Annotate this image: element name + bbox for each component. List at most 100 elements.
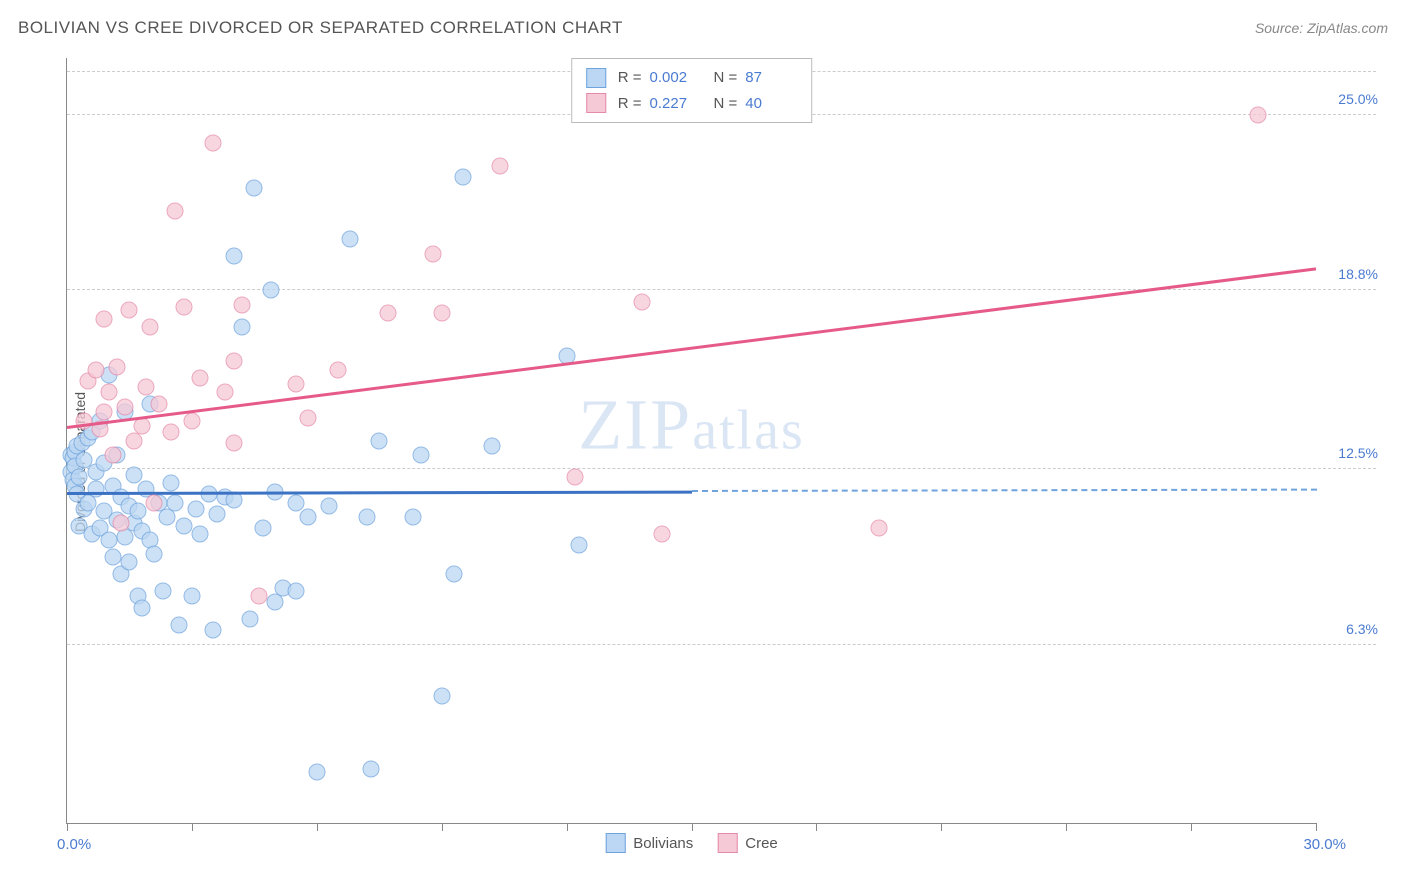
data-point [142,319,159,336]
chart-title: BOLIVIAN VS CREE DIVORCED OR SEPARATED C… [18,18,623,38]
legend-item: Cree [717,833,778,853]
data-point [246,180,263,197]
data-point [287,494,304,511]
data-point [88,361,105,378]
gridline [67,468,1376,469]
data-point [129,503,146,520]
data-point [192,526,209,543]
data-point [154,582,171,599]
x-tick [192,823,193,831]
data-point [183,412,200,429]
data-point [233,296,250,313]
x-axis-min-label: 0.0% [57,836,91,853]
data-point [121,554,138,571]
data-point [208,506,225,523]
data-point [113,514,130,531]
data-point [483,438,500,455]
chart-container: Divorced or Separated ZIPatlas R =0.002N… [18,50,1388,874]
x-tick [941,823,942,831]
data-point [242,611,259,628]
data-point [171,616,188,633]
legend-r-value: 0.227 [650,91,702,117]
legend-n-value: 40 [745,91,797,117]
data-point [150,395,167,412]
data-point [146,545,163,562]
legend-swatch [586,93,606,113]
data-point [225,248,242,265]
data-point [133,599,150,616]
data-point [329,361,346,378]
data-point [362,761,379,778]
plot-area: ZIPatlas R =0.002N =87R =0.227N =40 0.0%… [66,58,1316,824]
data-point [175,517,192,534]
trend-line [67,490,692,494]
data-point [358,509,375,526]
data-point [433,305,450,322]
legend-n-label: N = [714,65,738,91]
data-point [287,582,304,599]
y-tick-label: 12.5% [1338,445,1378,461]
data-point [1249,106,1266,123]
data-point [96,404,113,421]
data-point [71,469,88,486]
x-axis-max-label: 30.0% [1303,836,1346,853]
x-tick [567,823,568,831]
data-point [263,282,280,299]
data-point [88,480,105,497]
legend-row: R =0.227N =40 [586,91,798,117]
data-point [104,548,121,565]
data-point [108,358,125,375]
data-point [308,764,325,781]
data-point [225,435,242,452]
gridline [67,644,1376,645]
data-point [571,537,588,554]
legend-swatch [586,68,606,88]
data-point [121,302,138,319]
data-point [654,526,671,543]
data-point [192,370,209,387]
data-point [200,486,217,503]
data-point [446,565,463,582]
data-point [133,418,150,435]
data-point [163,424,180,441]
data-point [146,494,163,511]
data-point [566,469,583,486]
data-point [425,245,442,262]
data-point [371,432,388,449]
data-point [217,384,234,401]
data-point [204,622,221,639]
x-tick [67,823,68,831]
data-point [300,409,317,426]
data-point [188,500,205,517]
legend-r-label: R = [618,91,642,117]
y-tick-label: 25.0% [1338,91,1378,107]
data-point [167,494,184,511]
x-tick [816,823,817,831]
x-tick [1191,823,1192,831]
legend-series-name: Cree [745,835,778,852]
data-point [433,687,450,704]
series-legend: Bolivians Cree [605,833,778,853]
data-point [204,135,221,152]
trend-line [67,268,1316,429]
x-tick [1316,823,1317,831]
legend-row: R =0.002N =87 [586,65,798,91]
data-point [321,497,338,514]
legend-r-label: R = [618,65,642,91]
data-point [225,353,242,370]
data-point [379,305,396,322]
legend-series-name: Bolivians [633,835,693,852]
data-point [163,475,180,492]
x-tick [692,823,693,831]
data-point [117,398,134,415]
data-point [342,231,359,248]
y-tick-label: 18.8% [1338,266,1378,282]
correlation-legend: R =0.002N =87R = 0.227 N = 40 [571,58,813,123]
data-point [104,446,121,463]
y-tick-label: 6.3% [1346,621,1378,637]
x-tick [317,823,318,831]
data-point [287,375,304,392]
data-point [125,466,142,483]
legend-swatch [605,833,625,853]
data-point [183,588,200,605]
